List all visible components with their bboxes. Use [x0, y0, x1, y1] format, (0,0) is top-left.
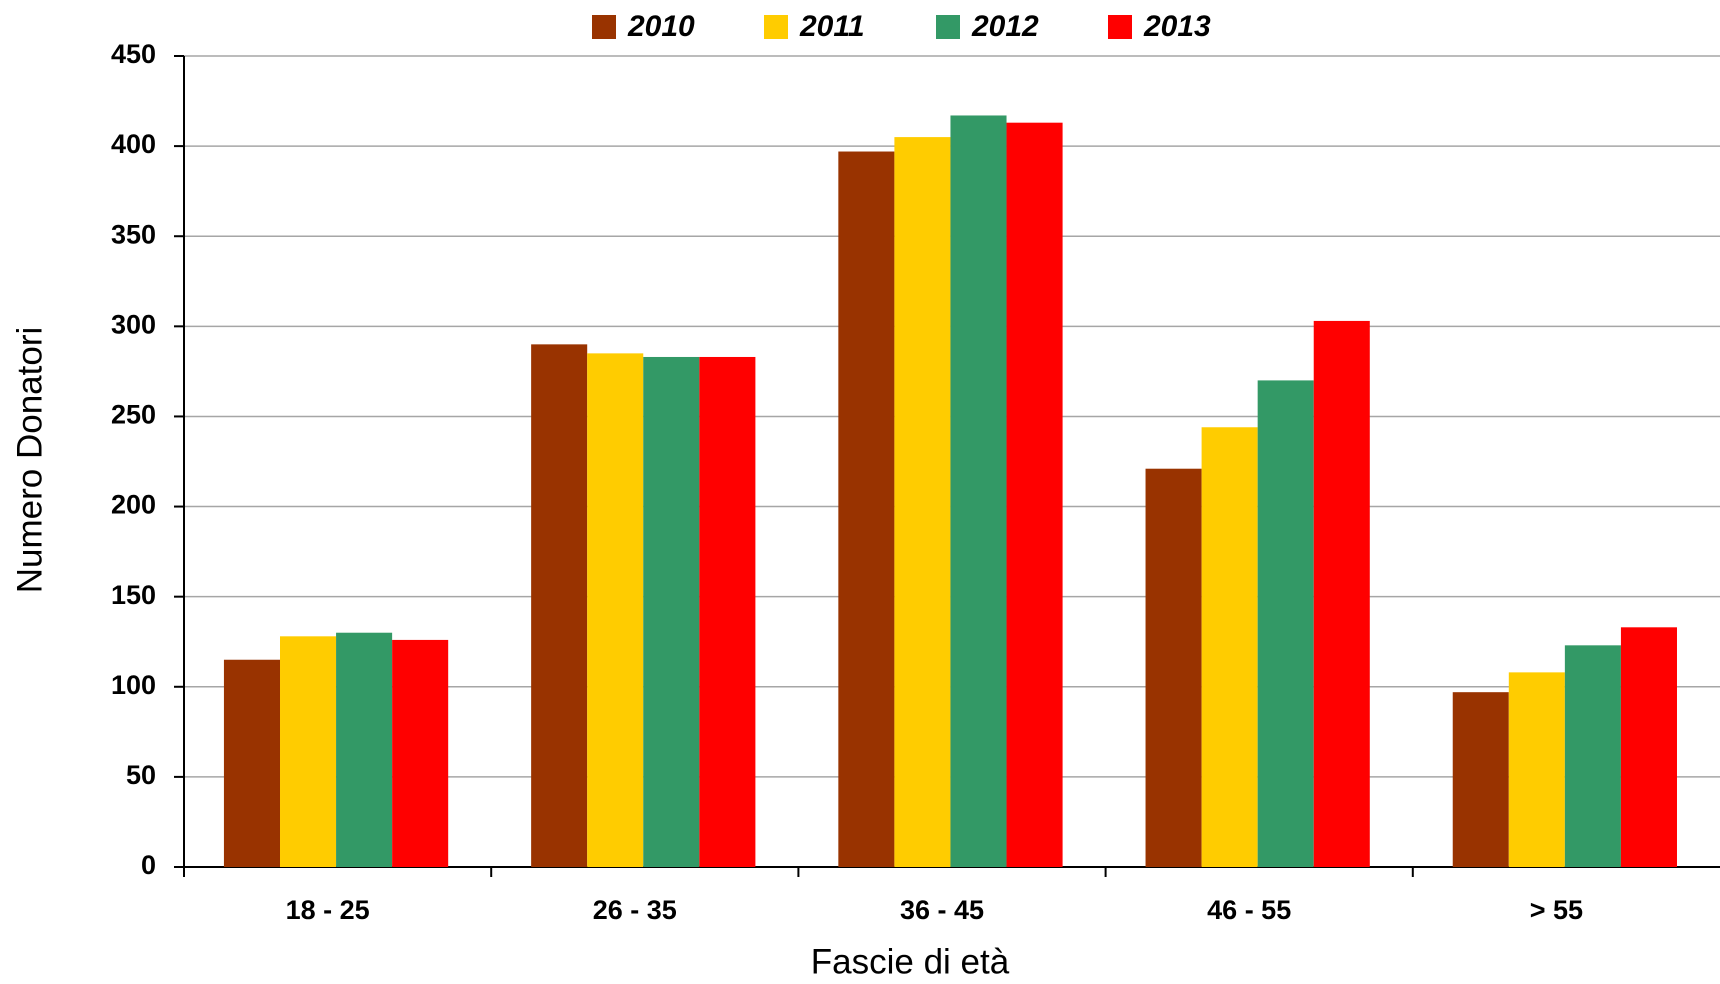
legend-swatch	[936, 15, 960, 39]
bar	[1452, 692, 1509, 867]
legend-label: 2013	[1143, 10, 1211, 43]
bar	[1313, 320, 1370, 868]
bar	[643, 356, 700, 867]
x-tick-label: 36 - 45	[900, 895, 984, 925]
bar	[1508, 672, 1565, 867]
bar	[1564, 645, 1621, 867]
bar	[1620, 627, 1677, 867]
bar	[223, 659, 280, 867]
legend-label: 2010	[627, 10, 695, 43]
bar	[587, 353, 644, 867]
bar	[1201, 427, 1258, 867]
legend-label: 2012	[971, 10, 1039, 43]
y-axis-title: Numero Donatori	[10, 327, 49, 594]
y-tick-label: 200	[111, 490, 156, 520]
bar	[1257, 380, 1314, 867]
legend-swatch	[592, 15, 616, 39]
y-tick-label: 300	[111, 309, 156, 339]
x-axis-title: Fascie di età	[811, 942, 1010, 981]
bar	[838, 151, 895, 868]
legend-swatch	[764, 15, 788, 39]
bar	[950, 115, 1007, 868]
y-tick-label: 350	[111, 219, 156, 249]
bar	[699, 356, 756, 867]
bar	[280, 636, 337, 867]
y-tick-label: 400	[111, 129, 156, 159]
y-tick-label: 50	[126, 760, 156, 790]
x-tick-label: 18 - 25	[286, 895, 370, 925]
x-tick-label: 46 - 55	[1207, 895, 1291, 925]
bar	[336, 632, 393, 867]
bar	[894, 137, 951, 868]
y-tick-label: 250	[111, 400, 156, 430]
legend-swatch	[1108, 15, 1132, 39]
y-tick-label: 450	[111, 39, 156, 69]
bar	[1145, 468, 1202, 867]
bar	[392, 639, 449, 867]
y-tick-label: 150	[111, 580, 156, 610]
x-tick-label: 26 - 35	[593, 895, 677, 925]
bar	[1006, 122, 1063, 867]
y-tick-label: 100	[111, 670, 156, 700]
y-tick-label: 0	[141, 850, 156, 880]
legend-label: 2011	[799, 10, 865, 43]
x-tick-label: > 55	[1530, 895, 1583, 925]
bar	[531, 344, 588, 867]
